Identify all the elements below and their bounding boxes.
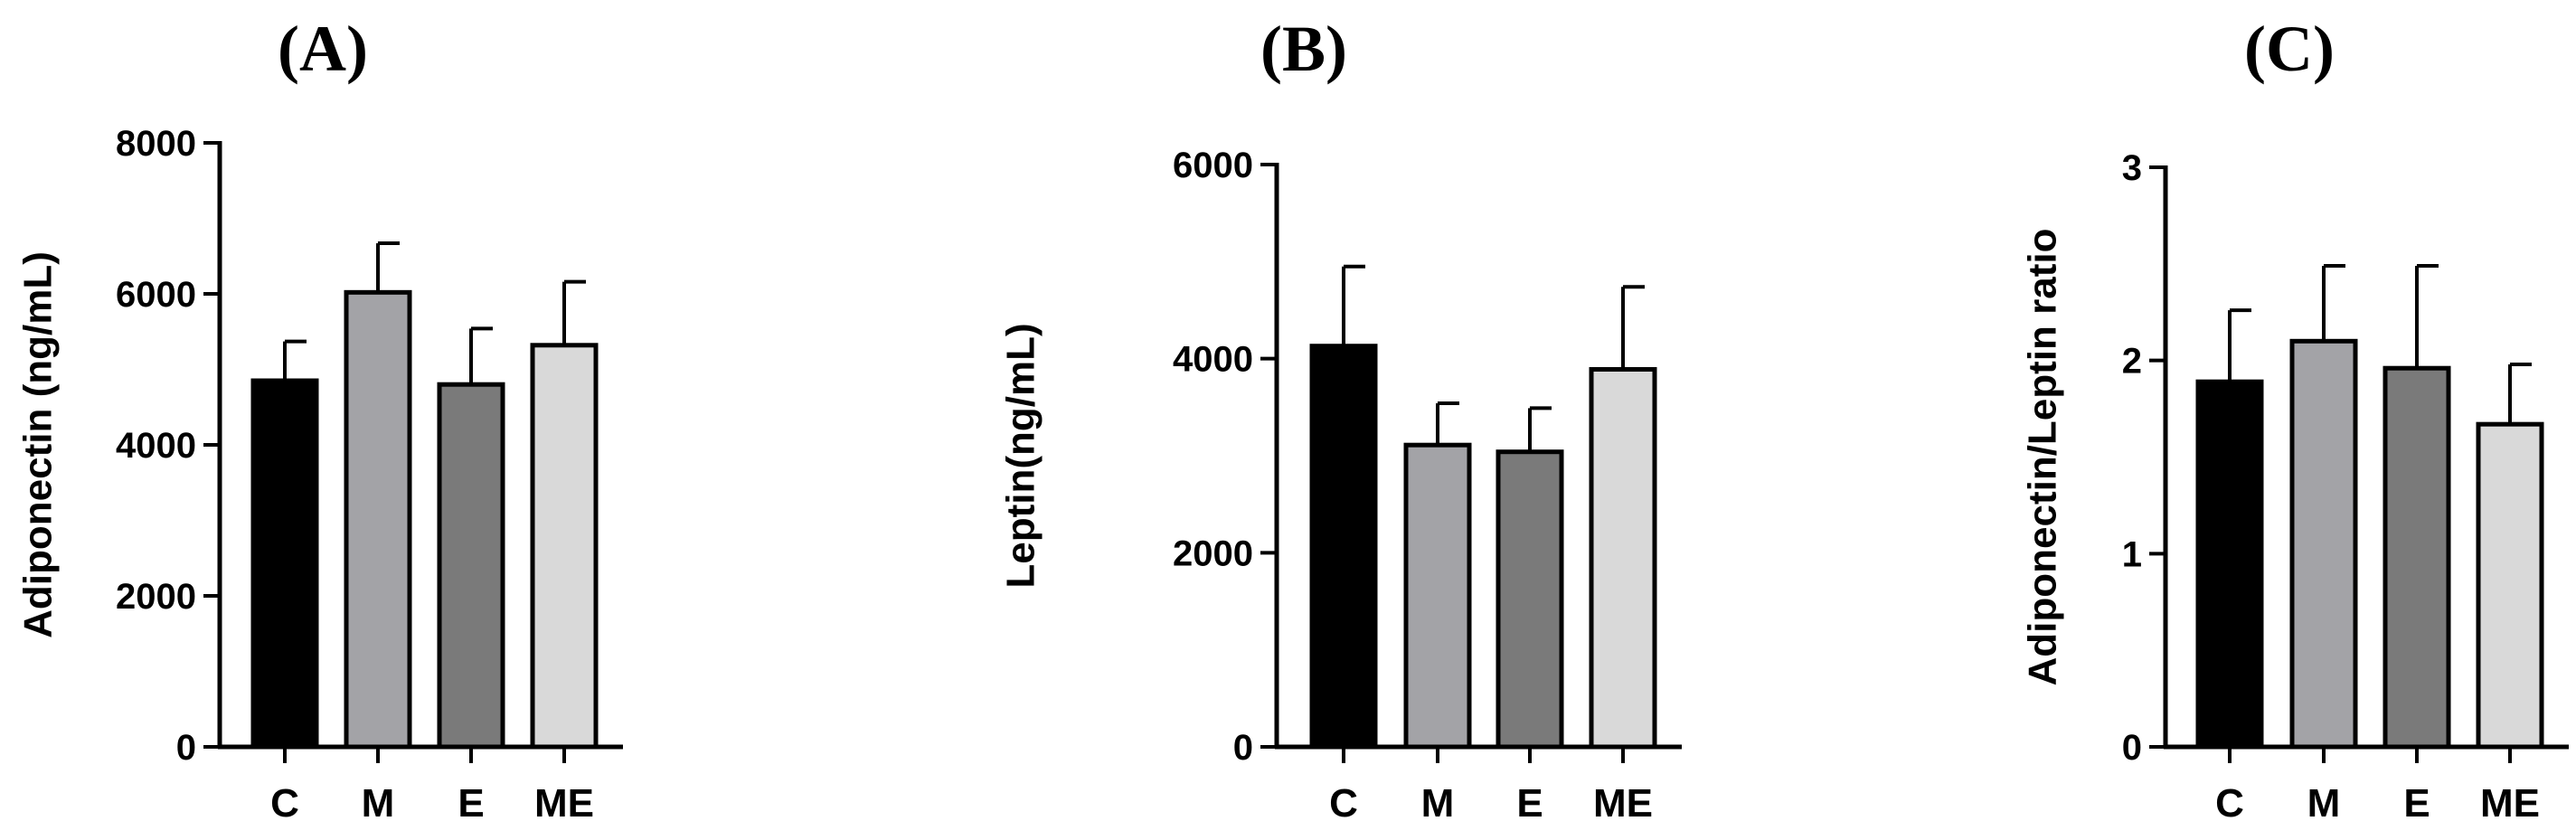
- panel-c-ytick-label: 1: [2122, 534, 2142, 574]
- panel-a-ytick-label: 8000: [116, 124, 196, 164]
- panel-b-label: (B): [1260, 13, 1347, 85]
- panel-a-bar-me: [530, 343, 599, 750]
- panel-c-label: (C): [2244, 13, 2335, 85]
- panel-b-category-label: M: [1421, 781, 1455, 826]
- panel-b-category-label: ME: [1593, 781, 1653, 826]
- panel-c-ytick-label: 3: [2122, 148, 2142, 188]
- panel-c-ytick-label: 0: [2122, 728, 2142, 768]
- panel-b-bar-e: [1496, 449, 1564, 750]
- panel-b-category-label: E: [1516, 781, 1543, 826]
- panel-a-ytick-label: 6000: [116, 275, 196, 315]
- panel-b-ytick-label: 6000: [1173, 146, 1253, 185]
- panel-b-ytick-label: 2000: [1173, 533, 1253, 573]
- panel-c-bar-me: [2476, 421, 2544, 750]
- panel-c-category-label: E: [2403, 781, 2430, 826]
- panel-b-ylabel: Leptin(ng/mL): [999, 323, 1043, 588]
- panel-b-bar-m: [1403, 442, 1472, 750]
- panel-a-category-label: E: [458, 781, 484, 826]
- panel-a-bar-m: [344, 289, 412, 750]
- panel-a-ytick-label: 4000: [116, 426, 196, 466]
- panel-a-category-label: ME: [534, 781, 594, 826]
- panel-c-category-label: C: [2215, 781, 2244, 826]
- panel-a-category-label: C: [270, 781, 299, 826]
- panel-a-ytick-label: 0: [176, 728, 196, 768]
- panel-c-category-label: M: [2307, 781, 2341, 826]
- panel-b-category-label: C: [1329, 781, 1358, 826]
- panel-c-bar-e: [2383, 365, 2451, 750]
- panel-a-label: (A): [278, 13, 368, 85]
- panel-b-bar-me: [1589, 366, 1657, 750]
- panel-a-bar-c: [250, 378, 319, 750]
- panel-c-bar-m: [2289, 338, 2358, 750]
- panel-a-bar-e: [437, 382, 505, 750]
- panel-c-ytick-label: 2: [2122, 342, 2142, 382]
- panel-c-bar-c: [2195, 379, 2264, 750]
- panel-b-ytick-label: 4000: [1173, 340, 1253, 380]
- panel-c-category-label: ME: [2480, 781, 2540, 826]
- panel-b-ytick-label: 0: [1233, 728, 1253, 768]
- panel-a-category-label: M: [362, 781, 395, 826]
- panel-b-bar-c: [1309, 344, 1378, 750]
- panel-a-ylabel: Adiponectin (ng/mL): [16, 251, 61, 638]
- panel-a-ytick-label: 2000: [116, 577, 196, 617]
- panel-c-ylabel: Adiponectin/Leptin ratio: [2021, 229, 2065, 686]
